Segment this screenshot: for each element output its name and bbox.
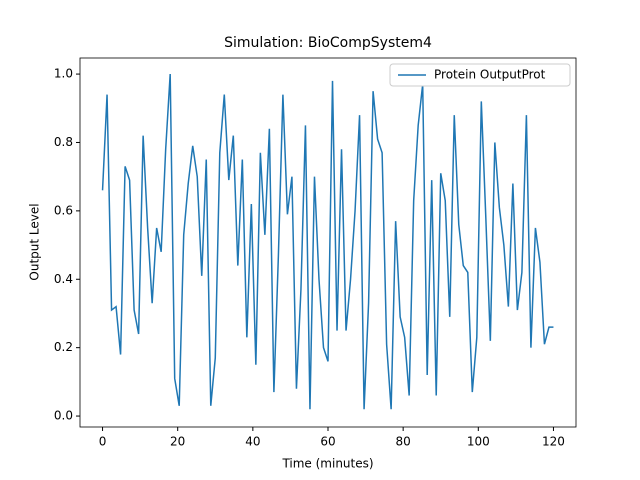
x-axis-label: Time (minutes) xyxy=(281,457,373,471)
y-tick-label: 0.2 xyxy=(54,340,73,354)
legend-label: Protein OutputProt xyxy=(434,68,546,82)
x-tick-label: 0 xyxy=(99,435,107,449)
legend-box xyxy=(389,63,571,87)
y-tick-label: 0.4 xyxy=(54,272,73,286)
x-tick-label: 100 xyxy=(467,435,490,449)
x-tick-label: 60 xyxy=(320,435,335,449)
chart-title: Simulation: BioCompSystem4 xyxy=(224,35,432,51)
y-axis-label: Output Level xyxy=(28,203,42,280)
series-line xyxy=(101,74,554,410)
x-tick-label: 120 xyxy=(542,435,565,449)
y-tick-label: 1.0 xyxy=(54,67,73,81)
x-tick-label: 80 xyxy=(396,435,411,449)
x-tick-label: 40 xyxy=(245,435,260,449)
y-tick-label: 0.6 xyxy=(54,203,73,217)
plot-frame xyxy=(79,57,577,428)
y-tick-label: 0.0 xyxy=(54,409,73,423)
x-tick-label: 20 xyxy=(170,435,185,449)
y-tick-label: 0.8 xyxy=(54,135,73,149)
